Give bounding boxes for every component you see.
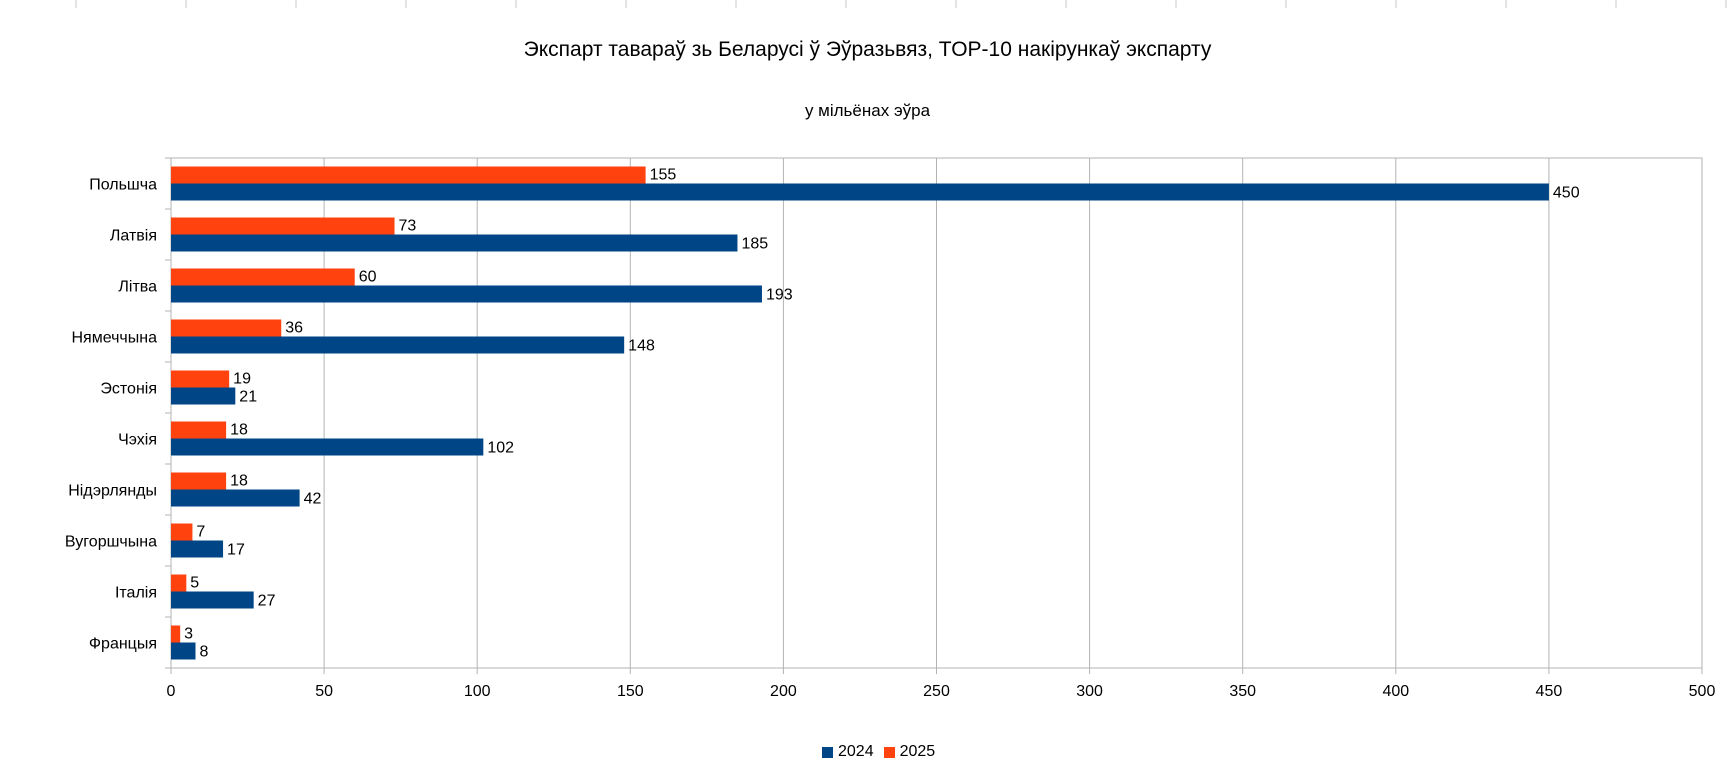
bar-2025 bbox=[171, 268, 355, 286]
data-label-2025: 60 bbox=[359, 269, 377, 286]
bar-2025 bbox=[171, 472, 227, 490]
bar-2025 bbox=[171, 523, 193, 541]
bar-2025 bbox=[171, 370, 230, 388]
category-label: Нямеччына bbox=[72, 330, 158, 347]
bar-2024 bbox=[171, 285, 762, 303]
chart-subtitle: у мільёнах эўра bbox=[804, 101, 931, 120]
legend-label-2024: 2024 bbox=[838, 743, 874, 760]
data-label-2025: 19 bbox=[233, 371, 251, 388]
legend-item-2024: 2024 bbox=[822, 743, 874, 761]
data-label-2025: 5 bbox=[190, 575, 199, 592]
legend: 2024 2025 bbox=[822, 743, 945, 761]
bar-2025 bbox=[171, 166, 646, 184]
category-label: Латвія bbox=[110, 228, 157, 245]
bar-2024 bbox=[171, 336, 625, 354]
bar-2025 bbox=[171, 217, 395, 235]
category-label: Італія bbox=[115, 585, 157, 602]
data-label-2025: 18 bbox=[230, 422, 248, 439]
data-label-2024: 27 bbox=[258, 593, 276, 610]
category-label: Літва bbox=[118, 279, 157, 296]
x-tick-label: 400 bbox=[1382, 683, 1409, 700]
category-label: Францыя bbox=[89, 636, 157, 653]
bar-2025 bbox=[171, 319, 282, 337]
data-label-2024: 17 bbox=[227, 542, 245, 559]
legend-swatch-2024 bbox=[822, 746, 833, 758]
x-tick-label: 0 bbox=[167, 683, 176, 700]
data-label-2024: 42 bbox=[304, 491, 322, 508]
data-label-2024: 185 bbox=[741, 236, 768, 253]
bar-2024 bbox=[171, 489, 300, 507]
x-tick-label: 150 bbox=[617, 683, 644, 700]
bar-2025 bbox=[171, 574, 187, 592]
category-label: Вугоршчына bbox=[65, 534, 157, 551]
x-tick-label: 300 bbox=[1076, 683, 1103, 700]
bar-2025 bbox=[171, 625, 181, 643]
data-label-2025: 73 bbox=[399, 218, 417, 235]
bar-2025 bbox=[171, 421, 227, 439]
data-label-2025: 18 bbox=[230, 473, 248, 490]
x-tick-label: 450 bbox=[1536, 683, 1563, 700]
data-label-2024: 148 bbox=[628, 338, 655, 355]
data-label-2025: 155 bbox=[650, 167, 677, 184]
x-tick-label: 250 bbox=[923, 683, 950, 700]
data-label-2024: 102 bbox=[487, 440, 514, 457]
bar-2024 bbox=[171, 591, 254, 609]
chart-title: Экспарт тавараў зь Беларусі ў Эўразьвяз,… bbox=[523, 38, 1212, 61]
x-tick-label: 100 bbox=[464, 683, 491, 700]
category-label: Чэхія bbox=[118, 432, 157, 449]
bar-2024 bbox=[171, 438, 484, 456]
x-tick-label: 50 bbox=[315, 683, 333, 700]
legend-label-2025: 2025 bbox=[899, 743, 936, 760]
data-label-2025: 36 bbox=[285, 320, 303, 337]
bar-2024 bbox=[171, 183, 1549, 201]
x-tick-label: 200 bbox=[770, 683, 797, 700]
plot-area bbox=[170, 157, 1703, 669]
data-label-2025: 3 bbox=[184, 626, 193, 643]
data-label-2024: 450 bbox=[1553, 185, 1580, 202]
data-label-2024: 8 bbox=[199, 644, 208, 661]
bar-2024 bbox=[171, 234, 738, 252]
data-label-2024: 193 bbox=[766, 287, 793, 304]
legend-item-2025: 2025 bbox=[883, 743, 936, 761]
data-label-2025: 7 bbox=[196, 524, 205, 541]
bar-2024 bbox=[171, 540, 224, 558]
category-label: Польшча bbox=[89, 177, 157, 194]
x-tick-label: 350 bbox=[1229, 683, 1256, 700]
category-label: Нідэрлянды bbox=[68, 483, 157, 500]
legend-swatch-2025 bbox=[883, 746, 895, 758]
category-label: Эстонія bbox=[100, 381, 157, 398]
x-tick-label: 500 bbox=[1689, 683, 1716, 700]
bar-2024 bbox=[171, 642, 196, 660]
bar-2024 bbox=[171, 387, 236, 405]
data-label-2024: 21 bbox=[239, 389, 257, 406]
